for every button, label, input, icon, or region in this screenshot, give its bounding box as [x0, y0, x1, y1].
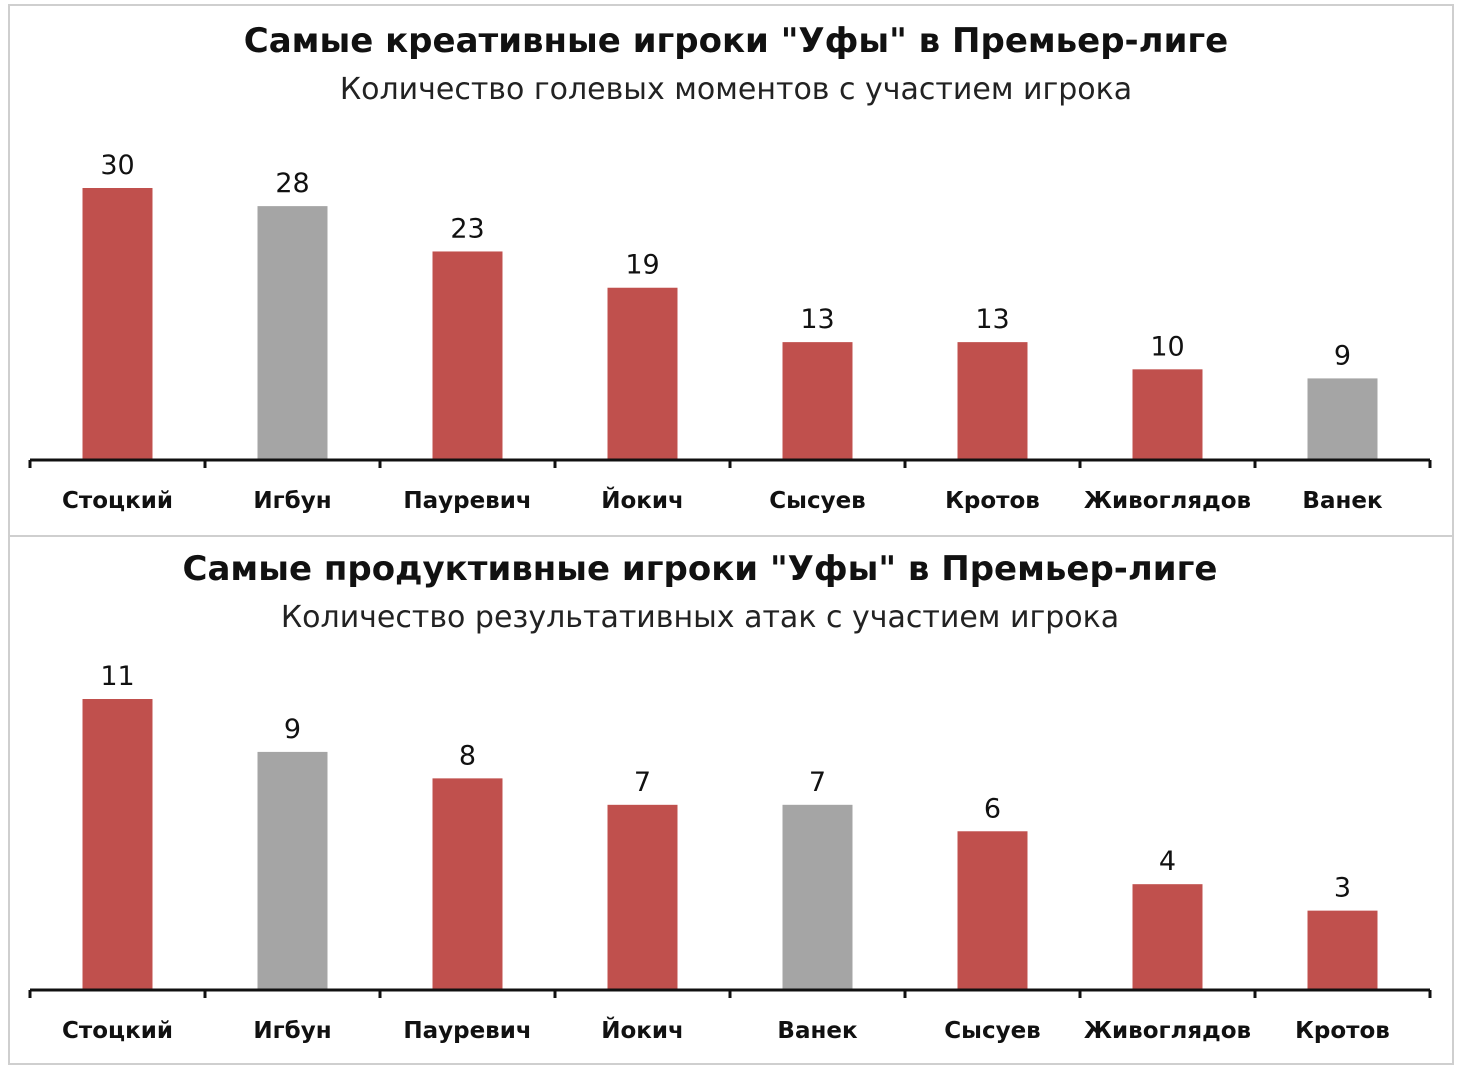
bar-value-label: 7: [634, 767, 651, 798]
bar: [82, 188, 153, 459]
bar: [257, 206, 328, 459]
category-label: Живоглядов: [1084, 488, 1251, 514]
bar-value-label: 23: [450, 213, 484, 244]
bar-value-label: 9: [284, 714, 301, 745]
bar-value-label: 9: [1334, 340, 1351, 371]
bar: [1307, 378, 1378, 459]
bar: [1132, 369, 1203, 459]
bar-value-label: 13: [975, 304, 1009, 335]
bar: [432, 251, 503, 459]
bar: [1307, 910, 1378, 989]
category-label: Пауревич: [403, 488, 531, 514]
chart-divider: [8, 535, 1454, 537]
category-label: Пауревич: [403, 1018, 531, 1044]
category-label: Стоцкий: [62, 488, 173, 514]
bar-value-label: 6: [984, 793, 1001, 824]
category-label: Сысуев: [944, 1018, 1040, 1044]
bar: [1132, 884, 1203, 989]
bar-value-label: 19: [625, 250, 659, 281]
category-label: Кротов: [1295, 1018, 1390, 1044]
category-label: Сысуев: [769, 488, 865, 514]
productive-players-chart: Самые продуктивные игроки "Уфы" в Премье…: [28, 549, 1432, 1044]
creative-players-chart: Самые креативные игроки "Уфы" в Премьер-…: [28, 21, 1432, 514]
category-label: Йокич: [601, 486, 684, 514]
bar-value-label: 13: [800, 304, 834, 335]
bar: [82, 699, 153, 989]
category-label: Кротов: [945, 488, 1040, 514]
chart-subtitle: Количество результативных атак с участие…: [281, 600, 1119, 635]
bar-value-label: 7: [809, 767, 826, 798]
bar-value-label: 8: [459, 740, 476, 771]
chart-title: Самые креативные игроки "Уфы" в Премьер-…: [244, 21, 1228, 61]
bar: [607, 287, 678, 459]
bar-group: 11 Стоцкий 9 Игбун 8 Пауревич 7 Йокич 7 Ванек 6 Сыс…: [28, 661, 1432, 1044]
category-label: Игбун: [253, 488, 331, 514]
bar: [782, 342, 853, 459]
chart-title: Самые продуктивные игроки "Уфы" в Премье…: [183, 549, 1218, 589]
category-label: Игбун: [253, 1018, 331, 1044]
chart-frame: [8, 4, 1454, 1065]
bar-value-label: 3: [1334, 873, 1351, 904]
bar-value-label: 28: [275, 168, 309, 199]
bar-value-label: 30: [100, 150, 134, 181]
bar-group: 30 Стоцкий 28 Игбун 23 Пауревич 19 Йокич 13 Сысуе…: [28, 150, 1432, 514]
category-label: Ванек: [777, 1018, 858, 1044]
bar: [957, 342, 1028, 459]
category-label: Ванек: [1302, 488, 1383, 514]
chart-subtitle: Количество голевых моментов с участием и…: [340, 72, 1132, 107]
bar-value-label: 11: [100, 661, 134, 692]
bar: [607, 804, 678, 989]
bar: [957, 831, 1028, 989]
bar-value-label: 10: [1150, 331, 1184, 362]
category-label: Живоглядов: [1084, 1018, 1251, 1044]
bar: [257, 751, 328, 989]
category-label: Йокич: [601, 1016, 684, 1044]
bar: [432, 778, 503, 989]
bar-value-label: 4: [1159, 846, 1176, 877]
bar: [782, 804, 853, 989]
category-label: Стоцкий: [62, 1018, 173, 1044]
